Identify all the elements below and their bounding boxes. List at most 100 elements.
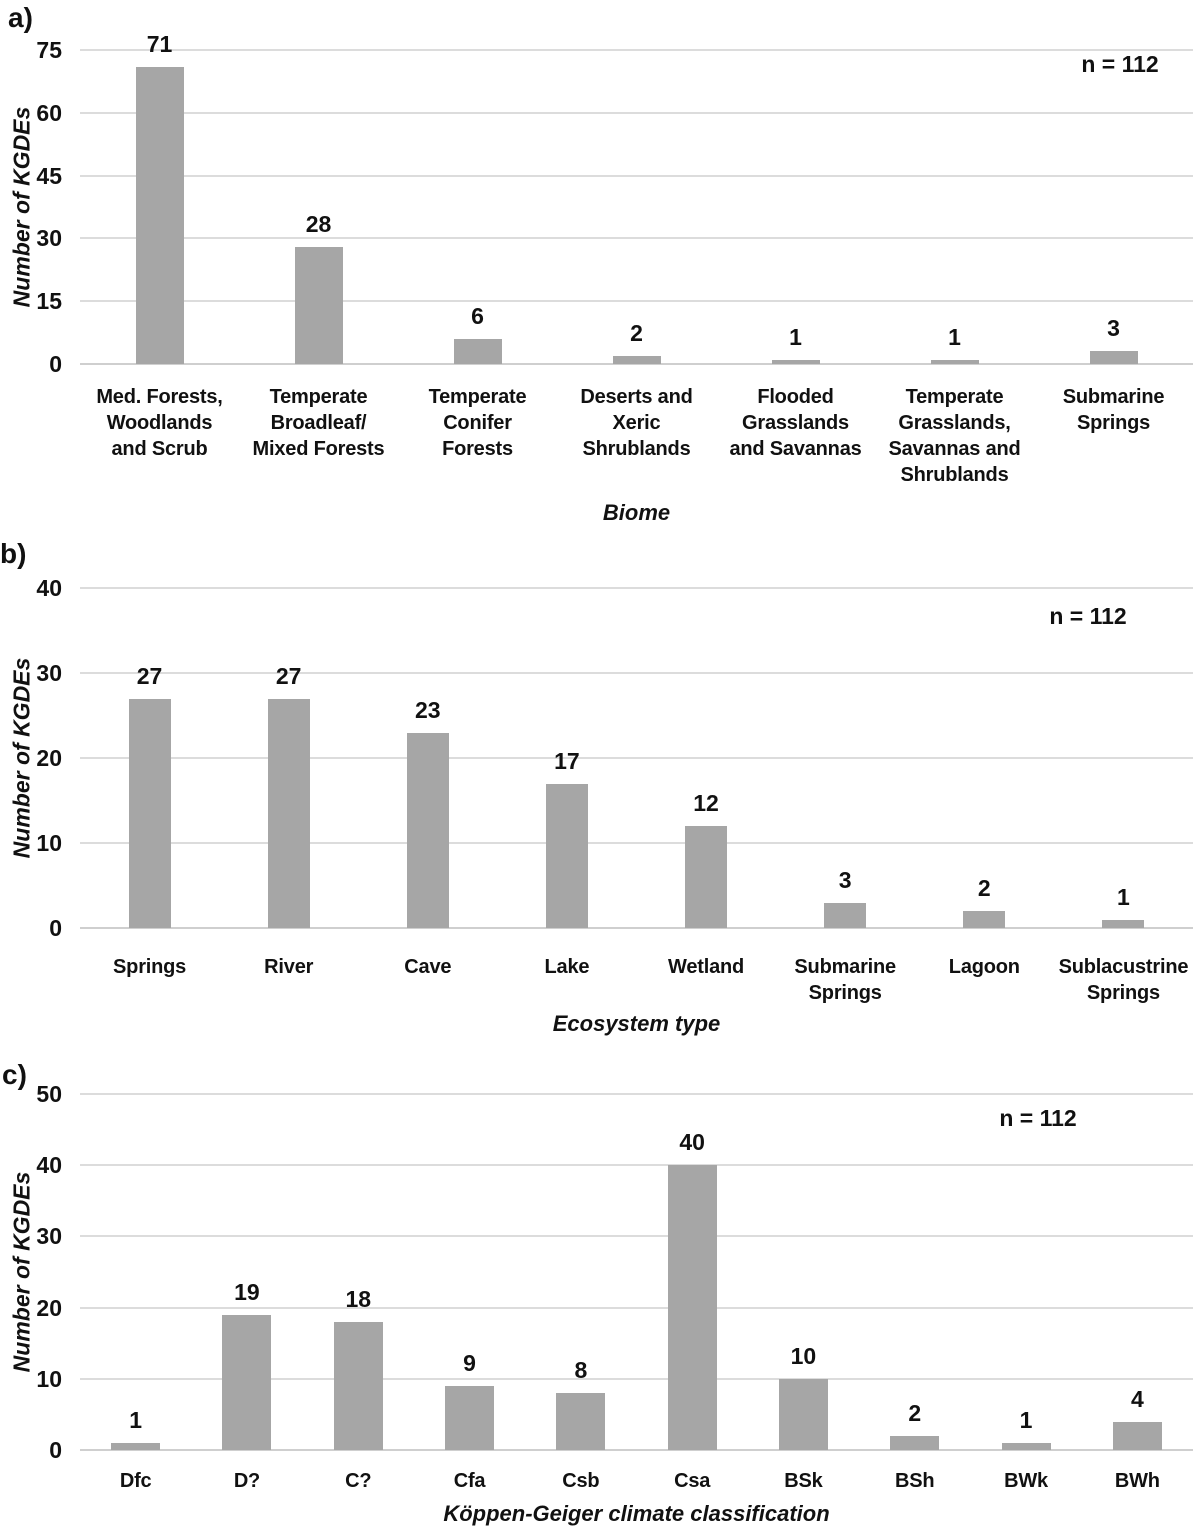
x-axis-line <box>80 363 1193 365</box>
y-tick-label: 30 <box>36 660 62 686</box>
bar <box>963 911 1006 928</box>
y-tick-label: 30 <box>36 1223 62 1250</box>
y-tick-label: 50 <box>36 1081 62 1107</box>
x-tick-label: Csb <box>562 1470 600 1492</box>
panel-b: b) Number of KGDEs n = 112 Ecosystem typ… <box>0 530 1200 1055</box>
gridline <box>80 1164 1193 1167</box>
bar <box>1102 919 1145 928</box>
bar-value-label: 8 <box>574 1357 588 1384</box>
y-axis-title: Number of KGDEs <box>8 1171 35 1373</box>
panel-letter: c) <box>2 1059 27 1090</box>
x-tick-label: River <box>264 956 314 978</box>
x-axis-line <box>80 927 1193 929</box>
x-tick-label: Wetland <box>668 956 745 978</box>
bar <box>445 1385 495 1450</box>
bar-value-label: 2 <box>630 319 643 346</box>
bar-value-label: 12 <box>693 790 719 816</box>
bar-value-label: 71 <box>146 30 173 57</box>
x-tick-label: BWh <box>1114 1470 1160 1492</box>
bar <box>135 66 184 364</box>
bar-value-label: 27 <box>275 662 302 689</box>
y-tick-label: 10 <box>36 1365 62 1392</box>
x-tick-label: Springs <box>113 956 187 978</box>
x-tick-label: Submarine Springs <box>1062 386 1165 434</box>
bar-value-label: 3 <box>1107 315 1120 342</box>
gridline <box>80 587 1193 589</box>
bar <box>222 1314 272 1450</box>
y-tick-label: 0 <box>49 351 62 377</box>
y-tick-label: 40 <box>36 1152 62 1179</box>
bar <box>778 1378 828 1450</box>
bar-value-label: 40 <box>679 1129 705 1156</box>
gridline <box>80 49 1193 51</box>
y-tick-label: 45 <box>36 162 62 189</box>
bar-value-label: 3 <box>838 866 852 893</box>
y-tick-label: 10 <box>36 830 62 856</box>
x-tick-label: Lagoon <box>948 956 1020 978</box>
bar-value-label: 2 <box>977 875 991 901</box>
x-tick-label: Temperate Broadleaf/ Mixed Forests <box>252 386 385 460</box>
x-axis-title: Ecosystem type <box>552 1011 721 1036</box>
bar <box>556 1393 606 1450</box>
y-tick-label: 0 <box>49 1437 62 1463</box>
gridline <box>80 174 1193 177</box>
bar <box>612 355 661 364</box>
x-tick-label: Lake <box>544 956 590 978</box>
bar <box>890 1435 940 1450</box>
gridline <box>80 1093 1193 1095</box>
x-tick-label: Cfa <box>453 1470 486 1492</box>
bar-value-label: 19 <box>234 1278 260 1305</box>
y-tick-label: 30 <box>36 225 62 252</box>
bar-value-label: 27 <box>136 662 163 689</box>
x-tick-label: Cave <box>404 956 452 978</box>
sample-size-annotation: n = 112 <box>1049 603 1127 629</box>
bar <box>267 698 310 928</box>
bar <box>1001 1442 1051 1450</box>
gridline <box>80 842 1193 844</box>
bar <box>930 359 979 364</box>
bar <box>771 359 820 364</box>
gridline <box>80 111 1193 114</box>
bar <box>824 902 867 928</box>
y-tick-label: 60 <box>36 99 62 126</box>
x-tick-label: BSh <box>895 1470 935 1492</box>
bar <box>111 1442 161 1450</box>
sample-size-annotation: n = 112 <box>999 1105 1077 1131</box>
bar-value-label: 23 <box>415 696 441 723</box>
bar <box>128 698 171 928</box>
bar-value-label: 2 <box>908 1399 922 1426</box>
x-tick-label: Med. Forests, Woodlands and Scrub <box>96 386 223 460</box>
bar-value-label: 17 <box>554 747 580 774</box>
x-tick-label: BWk <box>1004 1470 1048 1492</box>
gridline <box>80 672 1193 674</box>
bar-value-label: 9 <box>463 1349 476 1376</box>
bar-value-label: 1 <box>1117 883 1130 910</box>
bar <box>685 826 728 928</box>
bar <box>1089 351 1138 364</box>
x-tick-label: Temperate Conifer Forests <box>428 386 527 460</box>
panel-letter: a) <box>8 2 33 33</box>
x-axis-line <box>80 1449 1193 1451</box>
y-tick-label: 20 <box>36 745 62 771</box>
bar-value-label: 1 <box>948 323 961 350</box>
y-tick-label: 0 <box>49 915 62 941</box>
bar <box>453 338 502 364</box>
y-tick-label: 75 <box>36 37 62 63</box>
bar-value-label: 6 <box>471 302 484 329</box>
y-tick-label: 15 <box>36 288 62 315</box>
bar <box>294 246 343 364</box>
bar <box>667 1165 717 1450</box>
x-tick-label: Dfc <box>119 1470 152 1492</box>
x-tick-label: BSk <box>784 1470 823 1492</box>
x-tick-label: Deserts and Xeric Shrublands <box>580 386 693 460</box>
bar <box>406 732 449 928</box>
gridline <box>80 1306 1193 1309</box>
sample-size-annotation: n = 112 <box>1081 51 1159 77</box>
x-tick-label: Csa <box>674 1470 711 1492</box>
x-tick-label: Submarine Springs <box>794 956 896 1004</box>
bar-value-label: 1 <box>1019 1406 1033 1433</box>
bar-value-label: 28 <box>305 210 332 237</box>
x-tick-label: D? <box>233 1470 261 1492</box>
panel-letter: b) <box>0 538 27 569</box>
